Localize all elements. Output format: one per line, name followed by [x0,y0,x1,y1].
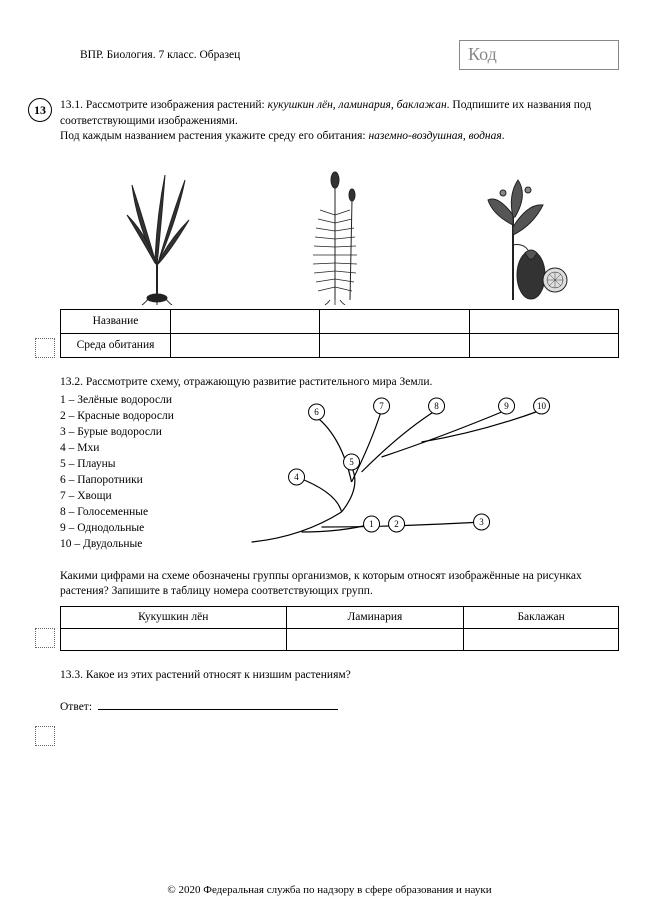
answer-cell[interactable] [171,333,320,357]
answer-cell[interactable] [171,309,320,333]
answer-cell[interactable] [320,333,469,357]
legend-item: 5 – Плауны [60,456,174,472]
legend-item: 3 – Бурые водоросли [60,424,174,440]
footer-copyright: © 2020 Федеральная служба по надзору в с… [0,884,659,896]
q13-2-question: Какими цифрами на схеме обозначены групп… [60,569,619,600]
svg-text:9: 9 [504,401,509,411]
answer-cell[interactable] [320,309,469,333]
q13-1-part1: 13.1. Рассмотрите изображения растений: [60,99,268,111]
q13-1-italic-env: наземно-воздушная, водная [368,130,501,142]
svg-text:10: 10 [537,401,547,411]
col-header: Баклажан [464,606,619,628]
code-input-box[interactable]: Код [459,40,619,70]
score-box-3[interactable] [35,726,55,746]
legend-item: 6 – Папоротники [60,472,174,488]
plant-image-laminaria [107,165,207,305]
worksheet-page: ВПР. Биология. 7 класс. Образец Код 13 1… [0,0,659,924]
svg-text:6: 6 [314,407,319,417]
svg-text:1: 1 [369,519,374,529]
q13-1-line2a: Под каждым названием растения укажите ср… [60,130,368,142]
question-number-badge: 13 [28,98,52,122]
legend-item: 1 – Зелёные водоросли [60,392,174,408]
header-title: ВПР. Биология. 7 класс. Образец [80,49,240,61]
plant-images-row [60,155,619,305]
svg-text:8: 8 [434,401,439,411]
q13-1-text: 13.1. Рассмотрите изображения растений: … [60,98,619,145]
answer-cell[interactable] [469,309,618,333]
q13-3-text: 13.3. Какое из этих растений относят к н… [60,669,619,681]
plant-image-eggplant [473,165,573,305]
answer-blank[interactable] [98,699,338,711]
answer-label: Ответ: [60,701,92,713]
score-box-2[interactable] [35,628,55,648]
q13-3-answer-line: Ответ: [60,699,619,714]
q13-2-answer-table: Кукушкин лён Ламинария Баклажан [60,606,619,651]
answer-cell[interactable] [464,628,619,650]
phylogeny-diagram: 1 2 3 4 5 6 7 8 9 10 [184,392,619,555]
legend-item: 8 – Голосеменные [60,504,174,520]
q13-1-italic-plants: кукушкин лён, ламинария, баклажан [268,99,447,111]
score-box-1[interactable] [35,338,55,358]
svg-text:7: 7 [379,401,384,411]
legend-item: 2 – Красные водоросли [60,408,174,424]
header: ВПР. Биология. 7 класс. Образец Код [40,40,619,70]
legend-item: 9 – Однодольные [60,520,174,536]
legend-item: 4 – Мхи [60,440,174,456]
q13-1-line2b: . [502,130,505,142]
col-header: Кукушкин лён [61,606,287,628]
row-label-habitat: Среда обитания [61,333,171,357]
col-header: Ламинария [286,606,464,628]
answer-cell[interactable] [61,628,287,650]
svg-text:3: 3 [479,517,484,527]
svg-text:4: 4 [294,472,299,482]
q13-2-legend-list: 1 – Зелёные водоросли 2 – Красные водоро… [60,392,174,555]
row-label-name: Название [61,309,171,333]
svg-text:5: 5 [349,457,354,467]
svg-text:2: 2 [394,519,399,529]
q13-1-answer-table: Название Среда обитания [60,309,619,358]
q13-2-intro: 13.2. Рассмотрите схему, отражающую разв… [60,376,619,388]
answer-cell[interactable] [286,628,464,650]
q13-2-section: 13.2. Рассмотрите схему, отражающую разв… [60,376,619,555]
legend-item: 7 – Хвощи [60,488,174,504]
legend-item: 10 – Двудольные [60,536,174,552]
answer-cell[interactable] [469,333,618,357]
plant-image-moss [300,165,380,305]
